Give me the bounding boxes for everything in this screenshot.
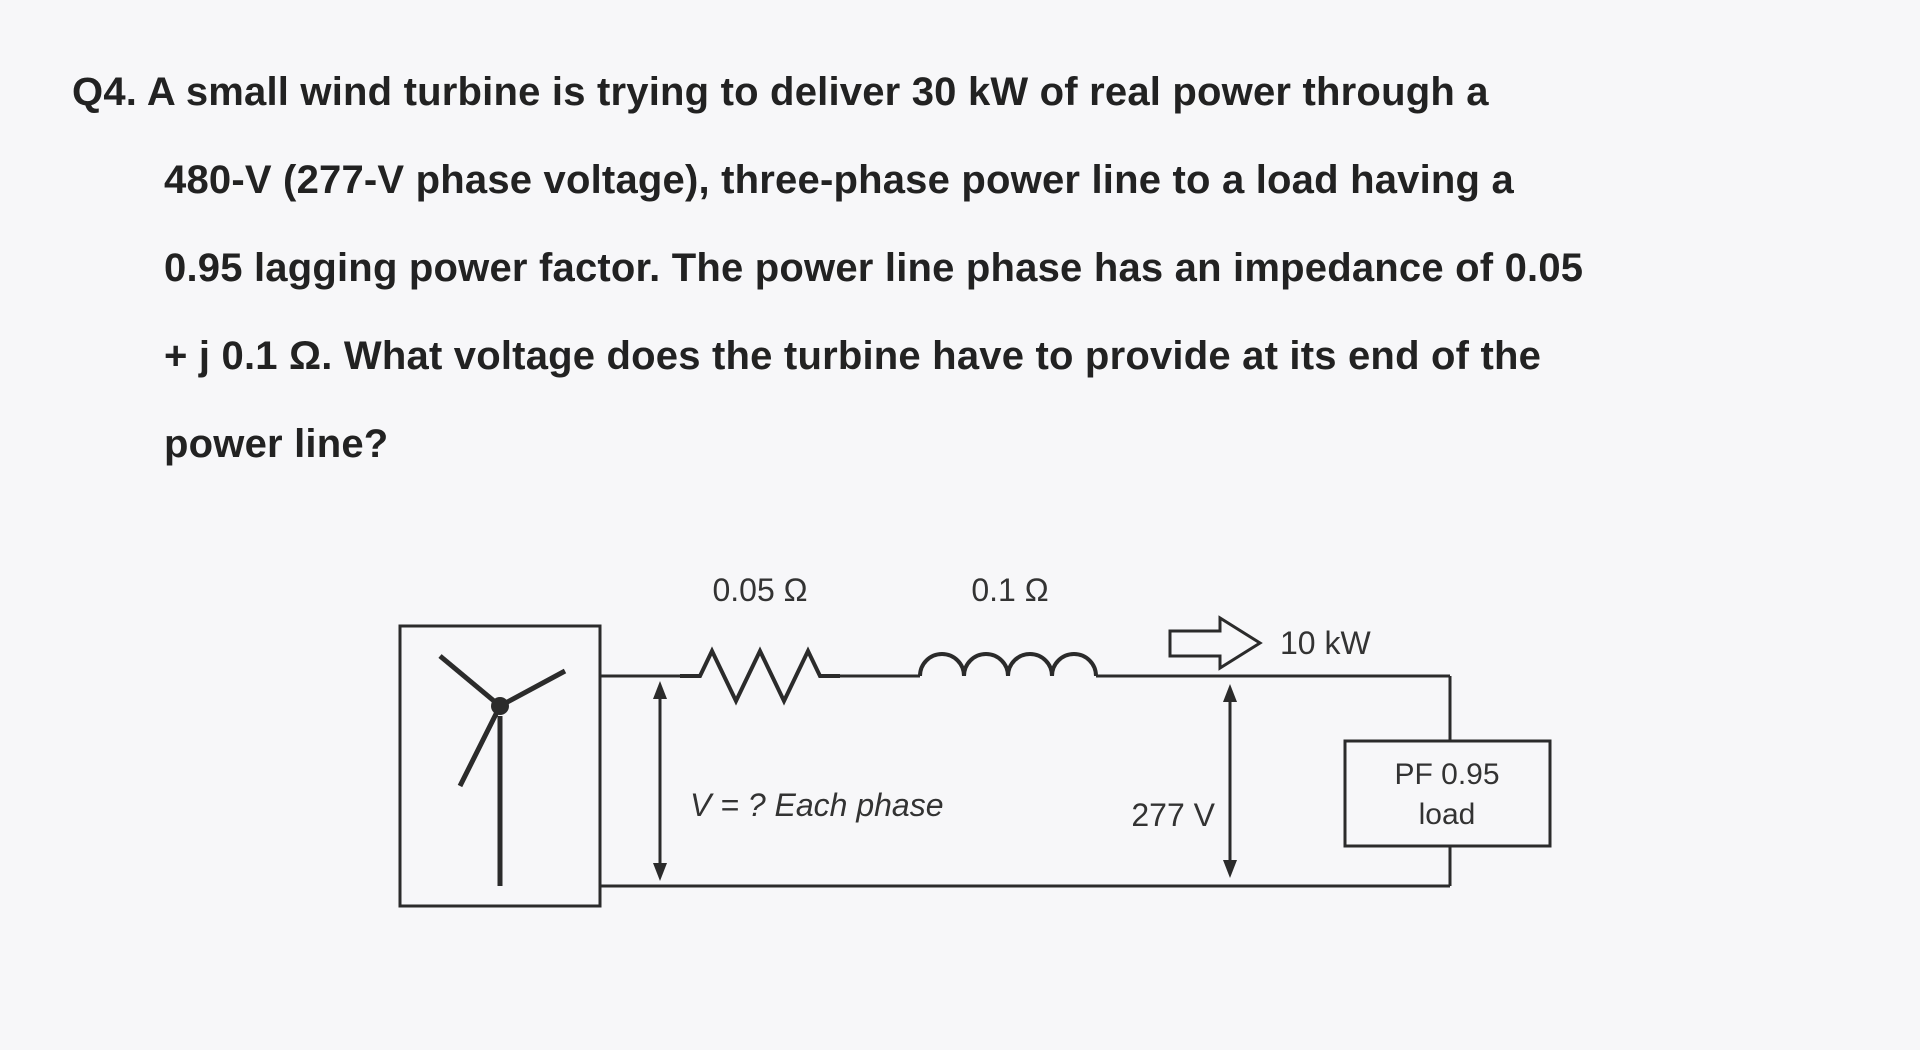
question-line-5: power line? bbox=[72, 400, 1848, 488]
turbine-hub bbox=[491, 697, 509, 715]
question-number: Q4. bbox=[72, 70, 137, 114]
power-arrow-icon bbox=[1170, 618, 1260, 668]
question-line-1-text: A small wind turbine is trying to delive… bbox=[137, 70, 1489, 114]
question-line-4: + j 0.1 Ω. What voltage does the turbine… bbox=[72, 312, 1848, 400]
circuit-diagram: 0.05 Ω 0.1 Ω 10 kW V = ? Each phase 277 … bbox=[72, 516, 1848, 946]
turbine-blade-1 bbox=[440, 656, 500, 706]
load-voltage-arrow-head-down bbox=[1223, 860, 1237, 878]
source-voltage-arrow-head-up bbox=[653, 681, 667, 699]
source-voltage-label: V = ? Each phase bbox=[690, 787, 944, 823]
turbine-blade-2 bbox=[500, 671, 565, 706]
power-arrow-label: 10 kW bbox=[1280, 625, 1371, 661]
resistor-label: 0.05 Ω bbox=[712, 572, 807, 608]
load-box-line2: load bbox=[1419, 798, 1476, 831]
question-line-3: 0.95 lagging power factor. The power lin… bbox=[72, 224, 1848, 312]
question-line-2: 480-V (277-V phase voltage), three-phase… bbox=[72, 136, 1848, 224]
inductor bbox=[920, 654, 1096, 676]
question-line-1: Q4. A small wind turbine is trying to de… bbox=[72, 48, 1848, 136]
load-voltage-label: 277 V bbox=[1131, 797, 1215, 833]
resistor bbox=[680, 651, 840, 701]
circuit-svg: 0.05 Ω 0.1 Ω 10 kW V = ? Each phase 277 … bbox=[360, 516, 1560, 946]
source-voltage-arrow-head-down bbox=[653, 863, 667, 881]
load-box-line1: PF 0.95 bbox=[1394, 758, 1499, 791]
page: Q4. A small wind turbine is trying to de… bbox=[0, 0, 1920, 986]
inductor-label: 0.1 Ω bbox=[971, 572, 1048, 608]
turbine-blade-3 bbox=[460, 706, 500, 786]
load-voltage-arrow-head-up bbox=[1223, 684, 1237, 702]
